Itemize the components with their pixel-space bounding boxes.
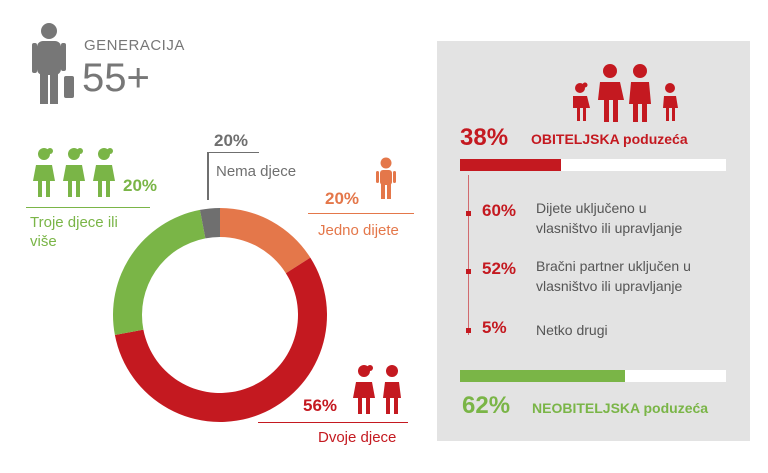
slice-label-troje: Troje djece ili više: [30, 214, 118, 250]
slice-label-dvoje: Dvoje djece: [318, 429, 397, 446]
bullet-dot: [466, 328, 471, 333]
family-business-pct: 38%: [460, 124, 509, 151]
donut-slice-dvoje: [114, 257, 327, 422]
slice-label-jedno: Jedno dijete: [318, 222, 399, 239]
nonfamily-business-label: NEOBITELJSKA poduzeća: [532, 400, 709, 416]
nonfamily-business-pct: 62%: [462, 392, 511, 419]
family-bar-fill: [460, 159, 562, 171]
generation-label: GENERACIJA: [84, 37, 185, 54]
family-icon: [573, 64, 678, 122]
bullet-dot: [466, 211, 471, 216]
person-icon: [32, 23, 74, 104]
item-label-line1: Netko drugi: [536, 322, 608, 338]
item-label-line1: Bračni partner uključen u: [536, 258, 691, 274]
leader-line-jedno: [308, 213, 414, 214]
item-label-line2: vlasništvo ili upravljanje: [536, 278, 683, 294]
two-children-icon: [353, 365, 401, 414]
slice-pct-jedno: 20%: [325, 189, 360, 208]
item-pct: 5%: [482, 318, 507, 337]
slice-label-nema: Nema djece: [216, 163, 297, 180]
item-label-line2: vlasništvo ili upravljanje: [536, 220, 683, 236]
slice-pct-dvoje: 56%: [303, 396, 338, 415]
bracket-line: [468, 175, 469, 335]
leader-line-dvoje: [258, 422, 408, 423]
leader-line-troje: [26, 207, 150, 208]
child-icon: [376, 157, 396, 199]
slice-pct-nema: 20%: [214, 131, 249, 150]
donut-slice-troje: [113, 209, 206, 336]
three-children-icon: [33, 148, 115, 197]
donut-slice-nema: [199, 208, 220, 239]
slice-pct-troje: 20%: [123, 176, 158, 195]
donut-slice-jedno: [220, 208, 311, 274]
leader-line-nema-h: [207, 152, 259, 153]
nonfamily-bar-fill: [460, 370, 625, 382]
leader-line-nema: [207, 152, 209, 200]
item-pct: 60%: [482, 201, 517, 220]
bullet-dot: [466, 269, 471, 274]
item-pct: 52%: [482, 259, 517, 278]
family-business-label: OBITELJSKA poduzeća: [531, 131, 688, 147]
donut-chart: [113, 208, 327, 422]
item-label-line1: Dijete uključeno u: [536, 200, 647, 216]
generation-value: 55+: [82, 56, 150, 100]
